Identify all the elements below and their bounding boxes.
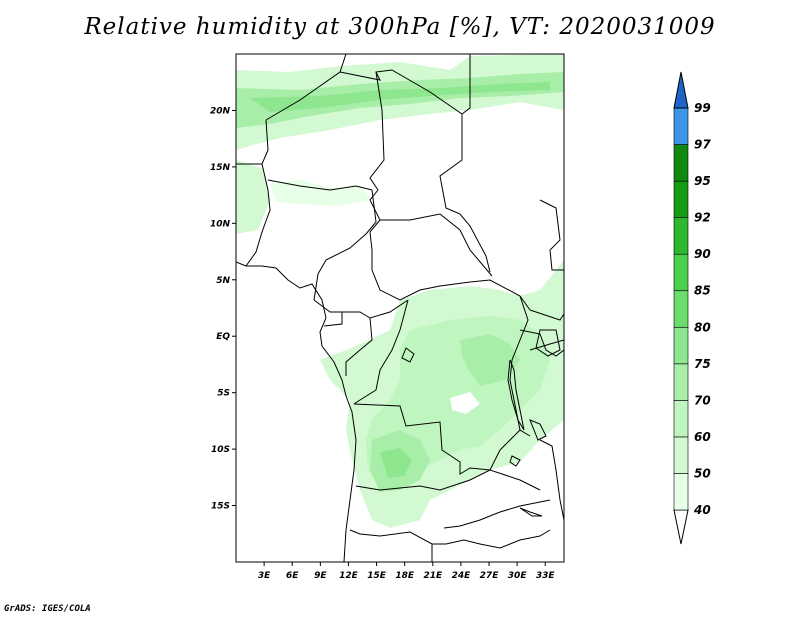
humidity-area xyxy=(450,392,480,414)
border-line xyxy=(380,213,493,277)
lon-tick-label: 33E xyxy=(536,571,556,581)
border-line xyxy=(245,163,271,267)
colorbar-label: 95 xyxy=(694,174,711,188)
colorbar-swatch xyxy=(673,290,689,328)
border-line xyxy=(355,469,541,491)
lon-tick-label: 21E xyxy=(423,571,443,581)
lake-outline xyxy=(535,329,561,357)
border-line xyxy=(539,439,564,521)
lon-tick-label: 6E xyxy=(286,571,299,581)
border-line xyxy=(519,329,564,357)
lat-tick-label: 15N xyxy=(210,163,231,173)
coastline xyxy=(236,261,357,562)
lon-tick-label: 30E xyxy=(508,571,528,581)
lon-tick-label: 12E xyxy=(339,571,359,581)
lat-tick-label: 10N xyxy=(210,219,231,229)
border-line xyxy=(313,299,409,319)
latitude-axis: 20N 15N 10N 5N EQ 5S 10S 15S xyxy=(210,106,236,512)
lat-tick-label: 5N xyxy=(216,276,230,286)
colorbar-label: 40 xyxy=(693,503,711,517)
colorbar-swatch xyxy=(673,400,689,438)
border-line xyxy=(313,189,377,301)
border-line xyxy=(369,231,531,311)
border-line xyxy=(345,317,373,376)
colorbar-label: 99 xyxy=(694,101,711,115)
country-boundaries xyxy=(236,54,564,562)
lat-tick-label: 10S xyxy=(211,445,230,455)
border-line xyxy=(353,299,409,405)
credit-text: GrADS: IGES/COLA xyxy=(4,604,91,614)
lon-tick-label: 9E xyxy=(314,571,327,581)
colorbar-swatch xyxy=(673,473,689,511)
lake-outline xyxy=(529,419,547,441)
colorbar-swatch xyxy=(673,107,689,145)
border-line xyxy=(349,529,551,549)
border-line xyxy=(267,179,373,191)
lake-outline xyxy=(507,359,525,431)
lat-tick-label: 5S xyxy=(217,389,230,399)
colorbar-label: 75 xyxy=(694,357,711,371)
colorbar-label: 60 xyxy=(694,430,711,444)
colorbar-label: 90 xyxy=(694,247,711,261)
colorbar-label: 97 xyxy=(694,138,711,152)
colorbar-label: 85 xyxy=(694,284,711,298)
colorbar-swatch xyxy=(673,253,689,292)
border-line xyxy=(529,309,564,321)
colorbar-label: 50 xyxy=(694,466,711,480)
lat-tick-label: 15S xyxy=(211,502,230,512)
colorbar-swatch xyxy=(673,326,689,365)
humidity-area xyxy=(270,180,372,206)
colorbar-high-arrow xyxy=(673,71,689,109)
border-line xyxy=(339,54,471,115)
longitude-axis: 3E 6E 9E 12E 15E 18E 21E 24E 27E 30E 33E xyxy=(258,562,556,581)
humidity-area xyxy=(250,82,550,112)
humidity-area xyxy=(460,334,520,386)
lake-outline xyxy=(509,455,521,467)
colorbar-label: 92 xyxy=(694,211,711,225)
border-line xyxy=(509,295,531,437)
humidity-area xyxy=(236,160,270,234)
lon-tick-label: 3E xyxy=(258,571,271,581)
lon-tick-label: 18E xyxy=(395,571,415,581)
border-line xyxy=(439,114,491,273)
lake-outline xyxy=(401,347,415,363)
lake-outline xyxy=(519,507,543,517)
map-frame xyxy=(235,53,565,563)
lat-tick-label: EQ xyxy=(216,332,230,342)
colorbar-low-arrow xyxy=(673,509,689,545)
lat-tick-label: 20N xyxy=(210,106,231,116)
colorbar-label: 80 xyxy=(694,320,711,334)
border-line xyxy=(353,403,521,475)
lon-tick-label: 15E xyxy=(367,571,387,581)
border-line xyxy=(323,312,343,327)
map-title: Relative humidity at 300hPa [%], VT: 202… xyxy=(84,14,716,40)
colorbar-label: 70 xyxy=(694,393,711,407)
border-line xyxy=(369,71,385,233)
border-line xyxy=(236,119,269,165)
border-line xyxy=(539,199,564,271)
lon-tick-label: 24E xyxy=(452,571,472,581)
border-line xyxy=(265,54,347,121)
colorbar-swatch xyxy=(673,436,689,474)
colorbar-swatch xyxy=(673,180,689,218)
lon-tick-label: 27E xyxy=(480,571,500,581)
colorbar-swatch xyxy=(673,144,689,182)
colorbar-swatch xyxy=(673,363,689,401)
border-line xyxy=(443,499,551,529)
humidity-area xyxy=(380,448,412,478)
colorbar-swatch xyxy=(673,217,689,255)
colorbar: 40 50 60 70 75 80 85 90 92 95 97 99 xyxy=(673,71,711,545)
